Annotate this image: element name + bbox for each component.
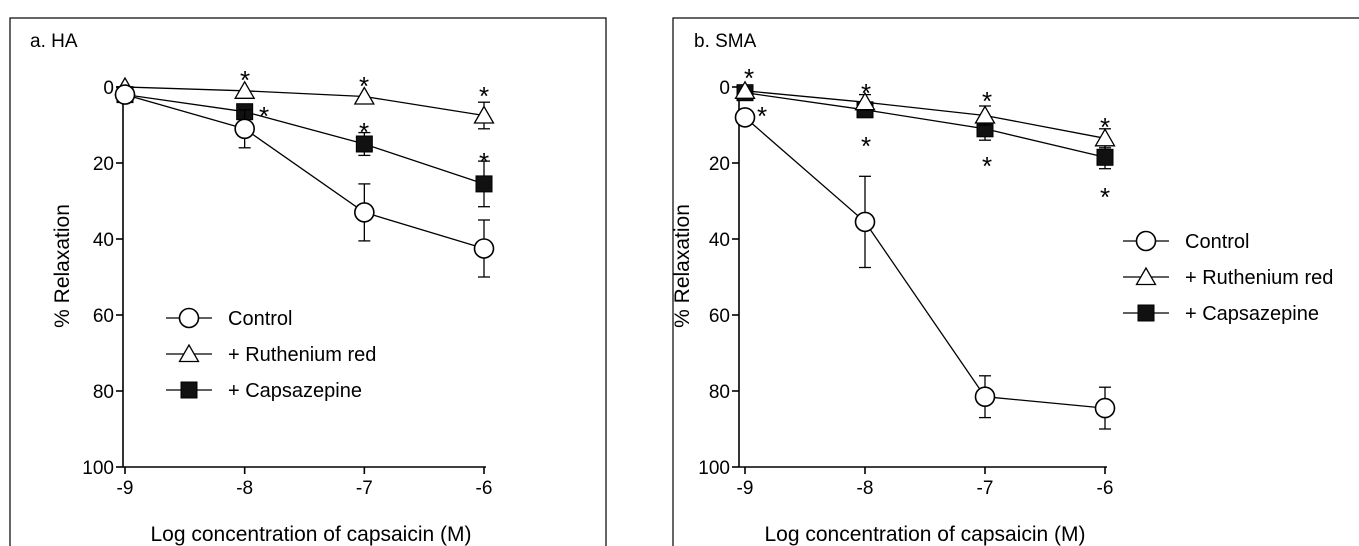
series-line [124, 93, 485, 250]
legend-marker [178, 307, 200, 329]
series-line [744, 90, 1106, 139]
data-point [353, 86, 375, 105]
significance-marker: * [359, 117, 369, 147]
y-tick-label: 100 [698, 458, 730, 479]
panel-title: a. HA [30, 31, 78, 52]
data-point [234, 80, 256, 99]
y-axis-label: % Relaxation [51, 204, 74, 328]
legend-item: + Capsazepine [1123, 303, 1319, 325]
legend-marker [1135, 266, 1157, 286]
y-tick-label: 40 [709, 230, 730, 251]
legend-marker [1135, 230, 1157, 252]
panel-frame [672, 17, 1359, 546]
significance-marker: * [240, 65, 250, 95]
series-line [124, 86, 485, 117]
legend-marker [1137, 304, 1155, 322]
data-point [475, 175, 493, 193]
data-point [473, 238, 495, 259]
x-tick-label: -6 [476, 478, 493, 499]
data-point [974, 105, 996, 124]
x-tick-label: -9 [737, 478, 754, 499]
legend-label: Control [1185, 231, 1249, 253]
panel-frame [9, 17, 607, 546]
significance-marker: * [479, 147, 489, 177]
y-tick-label: 60 [709, 306, 730, 327]
y-tick-label: 0 [719, 78, 730, 99]
significance-marker: * [757, 101, 767, 131]
x-tick-label: -8 [236, 478, 253, 499]
data-point [854, 211, 876, 233]
significance-marker: * [861, 78, 871, 108]
legend-item: Control [166, 307, 292, 330]
x-axis-label: Log concentration of capsaicin (M) [151, 523, 472, 546]
y-axis-label: % Relaxation [671, 204, 694, 328]
legend-item: Control [1123, 230, 1249, 253]
data-point [734, 80, 756, 99]
y-tick-label: 20 [93, 154, 114, 175]
series-ruthenium-red: * * ** [734, 63, 1116, 149]
x-tick-label: -9 [117, 478, 134, 499]
series-capsazepine: * * * [736, 84, 1114, 212]
data-point [734, 107, 756, 128]
significance-marker: * [259, 101, 269, 131]
series-control: * [734, 101, 1116, 430]
legend-item: + Ruthenium red [1123, 266, 1333, 289]
legend-marker [180, 381, 198, 399]
significance-marker: * [1100, 182, 1110, 212]
data-point [1096, 148, 1114, 166]
significance-marker: * [982, 151, 992, 181]
data-point [854, 91, 876, 111]
data-point [473, 105, 495, 124]
data-point [1094, 127, 1116, 147]
significance-marker: * [982, 86, 992, 116]
legend-label: + Capsazepine [228, 380, 362, 402]
y-tick-label: 0 [103, 78, 114, 99]
legend-label: Control [228, 308, 292, 330]
series-control [114, 84, 495, 278]
panel-sma: b. SMA % Relaxation Log concentration of… [671, 17, 1359, 546]
y-tick-label: 60 [93, 306, 114, 327]
legend-item: + Capsazepine [166, 380, 362, 402]
y-tick-label: 100 [82, 458, 114, 479]
legend-label: + Ruthenium red [228, 344, 376, 366]
data-point [354, 202, 375, 223]
series-ruthenium-red: * * * [114, 65, 495, 130]
legend-label: + Capsazepine [1185, 303, 1319, 325]
panel-ha: a. HA % Relaxation Log concentration of … [9, 17, 607, 546]
significance-marker: * [861, 131, 871, 161]
x-tick-label: -6 [1097, 478, 1114, 499]
x-tick-label: -7 [356, 478, 373, 499]
legend-label: + Ruthenium red [1185, 267, 1333, 289]
x-tick-label: -7 [977, 478, 994, 499]
y-tick-label: 80 [709, 382, 730, 403]
x-axis-label: Log concentration of capsaicin (M) [765, 523, 1086, 546]
y-tick-label: 20 [709, 154, 730, 175]
series-line [744, 92, 1106, 158]
x-tick-label: -8 [857, 478, 874, 499]
significance-marker: * [744, 63, 754, 93]
significance-marker: * [1100, 112, 1110, 142]
data-point [355, 135, 373, 153]
data-point [234, 118, 255, 140]
data-point [1094, 397, 1116, 419]
legend-item: + Ruthenium red [166, 343, 376, 366]
series-line [124, 93, 485, 185]
data-point [114, 84, 136, 105]
data-point [974, 386, 996, 408]
y-tick-label: 40 [93, 230, 114, 251]
panel-title: b. SMA [694, 31, 757, 52]
y-tick-label: 80 [93, 382, 114, 403]
legend-marker [178, 343, 200, 363]
series-line [744, 116, 1106, 409]
legend: Control + Ruthenium red + Capsazepine [166, 307, 376, 402]
series-capsazepine: * * * [116, 86, 493, 208]
significance-marker: * [479, 81, 489, 111]
significance-marker: * [359, 71, 369, 101]
legend: Control + Ruthenium red + Capsazepine [1123, 230, 1333, 325]
